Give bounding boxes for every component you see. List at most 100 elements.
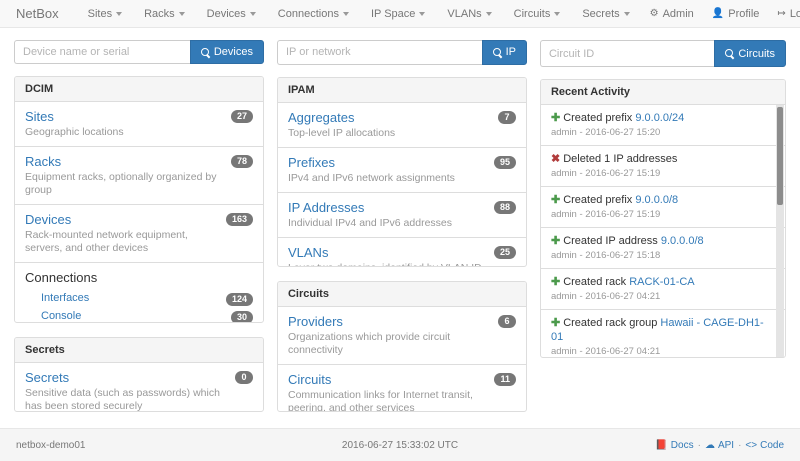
list-item-sites[interactable]: Sites 27 Geographic locations — [15, 102, 263, 148]
footer-api-link[interactable]: ☁ API — [705, 440, 734, 451]
nav-item-connections[interactable]: Connections — [267, 0, 360, 28]
footer-code-link[interactable]: <> Code — [745, 440, 784, 451]
activity-meta: admin - 2016-06-27 04:21 — [550, 346, 661, 357]
footer-code-label: Code — [760, 439, 784, 451]
activity-scrollbar-thumb[interactable] — [776, 107, 783, 205]
column-dcim: Devices DCIM Sites 27 Geographic locatio… — [14, 40, 264, 426]
chevron-down-icon — [116, 11, 123, 16]
link-sites[interactable]: Sites — [25, 109, 54, 125]
panel-ipam-title: IPAM — [277, 77, 526, 103]
nav-item-devices[interactable]: Devices — [196, 0, 267, 28]
nav-item-label: Circuits — [513, 7, 551, 20]
device-search-input[interactable] — [14, 40, 190, 65]
nav-item-sites[interactable]: Sites — [77, 0, 133, 28]
main-navbar: NetBox Sites Racks Devices Connections I… — [0, 0, 800, 28]
link-circuits[interactable]: Circuits — [287, 371, 332, 387]
link-devices[interactable]: Devices — [25, 212, 72, 228]
panel-secrets-title: Secrets — [15, 337, 263, 363]
activity-meta: admin - 2016-06-27 04:21 — [550, 291, 661, 302]
search-icon — [725, 49, 734, 58]
activity-target-link[interactable]: 9.0.0.0/8 — [635, 194, 679, 206]
nav-profile-link[interactable]: 👤 Profile — [703, 0, 769, 28]
badge-vlans-count: 25 — [493, 245, 516, 259]
link-aggregates[interactable]: Aggregates — [287, 109, 355, 125]
chevron-down-icon — [419, 11, 426, 16]
link-racks[interactable]: Racks — [25, 154, 62, 170]
activity-line: ✚ Created prefix 9.0.0.0/24 — [551, 111, 769, 125]
list-item-providers[interactable]: Providers 6 Organizations which provide … — [277, 307, 526, 365]
panel-circuits: Circuits Providers 6 Organizations which… — [276, 280, 527, 412]
book-icon: 📕 — [655, 439, 668, 451]
nav-logout-label: Log out — [789, 7, 800, 20]
activity-meta: admin - 2016-06-27 15:19 — [550, 168, 661, 179]
nav-item-racks[interactable]: Racks — [133, 0, 196, 28]
link-vlans[interactable]: VLANs — [287, 244, 329, 260]
badge-secrets-count: 0 — [234, 370, 253, 384]
activity-target-link[interactable]: 9.0.0.0/8 — [660, 235, 704, 247]
activity-scrollbar[interactable] — [775, 105, 784, 357]
nav-item-secrets[interactable]: Secrets — [571, 0, 640, 28]
link-ip-addresses[interactable]: IP Addresses — [287, 199, 365, 215]
panel-activity-title: Recent Activity — [540, 80, 785, 105]
activity-meta: admin - 2016-06-27 15:18 — [550, 250, 661, 261]
circuit-search-input[interactable] — [539, 40, 715, 67]
nav-item-circuits[interactable]: Circuits — [503, 0, 572, 28]
list-item-console[interactable]: Console 30 — [25, 307, 253, 322]
nav-item-label: Sites — [87, 7, 113, 20]
nav-item-label: Connections — [277, 7, 339, 20]
list-item-devices[interactable]: Devices 163 Rack-mounted network equipme… — [15, 205, 263, 264]
desc-racks: Equipment racks, optionally organized by… — [25, 171, 217, 197]
list-item-secrets[interactable]: Secrets 0 Sensitive data (such as passwo… — [15, 363, 263, 411]
ip-search-input[interactable] — [276, 40, 482, 65]
activity-list: ✚ Created prefix 9.0.0.0/24 admin - 2016-… — [540, 105, 785, 357]
link-secrets[interactable]: Secrets — [25, 369, 70, 385]
ip-search-button[interactable]: IP — [481, 40, 527, 65]
gear-icon: ⚙ — [649, 7, 659, 19]
list-item-ip-addresses[interactable]: IP Addresses 88 Individual IPv4 and IPv6… — [277, 193, 526, 238]
brand-logo[interactable]: NetBox — [16, 6, 59, 21]
nav-user-menu: ⚙ Admin 👤 Profile ↦ Log out — [641, 0, 800, 28]
device-search-button[interactable]: Devices — [189, 40, 264, 65]
list-item[interactable]: ✚ Created prefix 9.0.0.0/24 admin - 2016-… — [540, 105, 785, 146]
footer-docs-link[interactable]: 📕 Docs — [655, 440, 693, 451]
panel-secrets: Secrets Secrets 0 Sensitive data (such a… — [14, 336, 264, 412]
ipam-list: Aggregates 7 Top-level IP allocations Pr… — [277, 103, 526, 266]
list-item[interactable]: ✚ Created prefix 9.0.0.0/8 admin - 2016-0… — [540, 187, 785, 228]
badge-providers-count: 6 — [497, 314, 516, 328]
list-item[interactable]: ✖ Deleted 1 IP addresses admin - 2016-06-… — [540, 146, 785, 187]
circuit-search-button[interactable]: Circuits — [714, 40, 786, 67]
nav-item-ip-space[interactable]: IP Space — [360, 0, 436, 28]
nav-item-vlans[interactable]: VLANs — [436, 0, 502, 28]
link-providers[interactable]: Providers — [287, 313, 343, 329]
activity-line: ✖ Deleted 1 IP addresses — [551, 152, 769, 166]
desc-providers: Organizations which provide circuit conn… — [287, 330, 451, 356]
list-item-vlans[interactable]: VLANs 25 Layer two domains, identified b… — [278, 238, 526, 266]
chevron-down-icon — [554, 11, 561, 16]
search-icon — [492, 47, 502, 57]
column-ipam: IP IPAM Aggregates 7 Top-level IP alloca… — [276, 40, 527, 426]
desc-aggregates: Top-level IP allocations — [287, 126, 396, 139]
badge-prefixes-count: 95 — [493, 155, 516, 169]
nav-admin-link[interactable]: ⚙ Admin — [641, 0, 703, 28]
badge-aggregates-count: 7 — [497, 110, 516, 124]
panel-dcim: DCIM Sites 27 Geographic locations Racks… — [14, 76, 264, 323]
list-item[interactable]: ✚ Created rack RACK-01-CA admin - 2016-06… — [540, 269, 785, 310]
list-item-racks[interactable]: Racks 78 Equipment racks, optionally org… — [15, 147, 263, 206]
list-item-circuits[interactable]: Circuits 11 Communication links for Inte… — [278, 365, 526, 411]
activity-target-link[interactable]: 9.0.0.0/24 — [635, 112, 685, 124]
list-item-aggregates[interactable]: Aggregates 7 Top-level IP allocations — [277, 103, 526, 148]
link-interfaces[interactable]: Interfaces — [41, 292, 90, 305]
link-console[interactable]: Console — [41, 310, 82, 323]
list-item-prefixes[interactable]: Prefixes 95 IPv4 and IPv6 network assign… — [277, 148, 526, 193]
logout-icon: ↦ — [777, 7, 786, 19]
panel-recent-activity: Recent Activity ✚ Created prefix 9.0.0.0/… — [539, 79, 786, 358]
badge-ip-addresses-count: 88 — [493, 200, 516, 214]
search-icon — [200, 47, 210, 57]
list-item-interfaces[interactable]: Interfaces 124 — [25, 289, 253, 307]
list-item[interactable]: ✚ Created IP address 9.0.0.0/8 admin - 20… — [540, 228, 785, 269]
link-prefixes[interactable]: Prefixes — [287, 154, 335, 170]
activity-target-link[interactable]: RACK-01-CA — [629, 276, 695, 288]
list-item[interactable]: ✚ Created rack group Hawaii - CAGE-DH1-01… — [541, 310, 785, 357]
nav-logout-link[interactable]: ↦ Log out — [768, 0, 800, 28]
activity-target-link[interactable]: Hawaii - CAGE-DH1-01 — [550, 317, 764, 343]
